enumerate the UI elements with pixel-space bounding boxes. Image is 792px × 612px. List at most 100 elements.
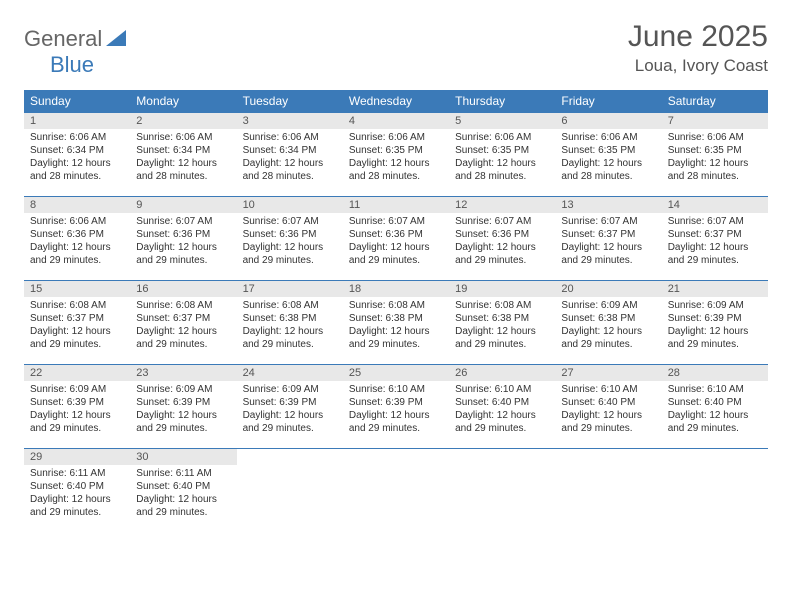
- calendar-day-cell: 8Sunrise: 6:06 AMSunset: 6:36 PMDaylight…: [24, 197, 130, 281]
- calendar-day-cell: 23Sunrise: 6:09 AMSunset: 6:39 PMDayligh…: [130, 365, 236, 449]
- day-number: 18: [343, 281, 449, 297]
- weekday-header: Monday: [130, 90, 236, 113]
- day-details: Sunrise: 6:06 AMSunset: 6:34 PMDaylight:…: [24, 129, 130, 187]
- calendar-day-cell: 7Sunrise: 6:06 AMSunset: 6:35 PMDaylight…: [662, 113, 768, 197]
- calendar-day-cell: 22Sunrise: 6:09 AMSunset: 6:39 PMDayligh…: [24, 365, 130, 449]
- day-details: Sunrise: 6:09 AMSunset: 6:38 PMDaylight:…: [555, 297, 661, 355]
- calendar-week-row: 1Sunrise: 6:06 AMSunset: 6:34 PMDaylight…: [24, 113, 768, 197]
- day-details: Sunrise: 6:07 AMSunset: 6:37 PMDaylight:…: [555, 213, 661, 271]
- weekday-header: Friday: [555, 90, 661, 113]
- day-number: 19: [449, 281, 555, 297]
- calendar-day-cell: 14Sunrise: 6:07 AMSunset: 6:37 PMDayligh…: [662, 197, 768, 281]
- day-details: Sunrise: 6:09 AMSunset: 6:39 PMDaylight:…: [24, 381, 130, 439]
- day-number: 11: [343, 197, 449, 213]
- day-number: 4: [343, 113, 449, 129]
- calendar-day-cell: 28Sunrise: 6:10 AMSunset: 6:40 PMDayligh…: [662, 365, 768, 449]
- calendar-day-cell: 3Sunrise: 6:06 AMSunset: 6:34 PMDaylight…: [237, 113, 343, 197]
- day-number: 17: [237, 281, 343, 297]
- day-details: Sunrise: 6:06 AMSunset: 6:35 PMDaylight:…: [555, 129, 661, 187]
- day-number: 22: [24, 365, 130, 381]
- calendar-week-row: 8Sunrise: 6:06 AMSunset: 6:36 PMDaylight…: [24, 197, 768, 281]
- day-number: 14: [662, 197, 768, 213]
- calendar-day-cell: 10Sunrise: 6:07 AMSunset: 6:36 PMDayligh…: [237, 197, 343, 281]
- day-number: 20: [555, 281, 661, 297]
- calendar-day-cell: 30Sunrise: 6:11 AMSunset: 6:40 PMDayligh…: [130, 449, 236, 533]
- day-details: Sunrise: 6:07 AMSunset: 6:36 PMDaylight:…: [130, 213, 236, 271]
- day-details: Sunrise: 6:06 AMSunset: 6:35 PMDaylight:…: [662, 129, 768, 187]
- calendar-empty-cell: [237, 449, 343, 533]
- day-number: 2: [130, 113, 236, 129]
- day-number: 6: [555, 113, 661, 129]
- day-number: 21: [662, 281, 768, 297]
- day-number: 28: [662, 365, 768, 381]
- calendar-day-cell: 26Sunrise: 6:10 AMSunset: 6:40 PMDayligh…: [449, 365, 555, 449]
- day-number: 13: [555, 197, 661, 213]
- logo-triangle-icon: [106, 26, 126, 52]
- day-details: Sunrise: 6:06 AMSunset: 6:35 PMDaylight:…: [449, 129, 555, 187]
- day-number: 30: [130, 449, 236, 465]
- location: Loua, Ivory Coast: [628, 56, 768, 76]
- calendar-empty-cell: [555, 449, 661, 533]
- day-number: 3: [237, 113, 343, 129]
- day-number: 1: [24, 113, 130, 129]
- logo-text-general: General: [24, 26, 102, 52]
- calendar-day-cell: 2Sunrise: 6:06 AMSunset: 6:34 PMDaylight…: [130, 113, 236, 197]
- day-details: Sunrise: 6:06 AMSunset: 6:35 PMDaylight:…: [343, 129, 449, 187]
- calendar-day-cell: 21Sunrise: 6:09 AMSunset: 6:39 PMDayligh…: [662, 281, 768, 365]
- day-number: 8: [24, 197, 130, 213]
- day-details: Sunrise: 6:07 AMSunset: 6:36 PMDaylight:…: [449, 213, 555, 271]
- weekday-header-row: SundayMondayTuesdayWednesdayThursdayFrid…: [24, 90, 768, 113]
- day-number: 10: [237, 197, 343, 213]
- day-details: Sunrise: 6:07 AMSunset: 6:36 PMDaylight:…: [343, 213, 449, 271]
- calendar-day-cell: 29Sunrise: 6:11 AMSunset: 6:40 PMDayligh…: [24, 449, 130, 533]
- day-details: Sunrise: 6:08 AMSunset: 6:38 PMDaylight:…: [343, 297, 449, 355]
- day-details: Sunrise: 6:10 AMSunset: 6:40 PMDaylight:…: [662, 381, 768, 439]
- day-details: Sunrise: 6:09 AMSunset: 6:39 PMDaylight:…: [662, 297, 768, 355]
- weekday-header: Saturday: [662, 90, 768, 113]
- logo-text-blue: Blue: [50, 52, 94, 77]
- day-number: 26: [449, 365, 555, 381]
- day-details: Sunrise: 6:07 AMSunset: 6:37 PMDaylight:…: [662, 213, 768, 271]
- calendar-week-row: 29Sunrise: 6:11 AMSunset: 6:40 PMDayligh…: [24, 449, 768, 533]
- calendar-day-cell: 17Sunrise: 6:08 AMSunset: 6:38 PMDayligh…: [237, 281, 343, 365]
- weekday-header: Wednesday: [343, 90, 449, 113]
- day-details: Sunrise: 6:06 AMSunset: 6:34 PMDaylight:…: [130, 129, 236, 187]
- day-number: 15: [24, 281, 130, 297]
- calendar-day-cell: 16Sunrise: 6:08 AMSunset: 6:37 PMDayligh…: [130, 281, 236, 365]
- day-number: 9: [130, 197, 236, 213]
- day-number: 16: [130, 281, 236, 297]
- calendar-empty-cell: [662, 449, 768, 533]
- calendar-day-cell: 5Sunrise: 6:06 AMSunset: 6:35 PMDaylight…: [449, 113, 555, 197]
- weekday-header: Tuesday: [237, 90, 343, 113]
- day-number: 7: [662, 113, 768, 129]
- calendar-week-row: 22Sunrise: 6:09 AMSunset: 6:39 PMDayligh…: [24, 365, 768, 449]
- logo: General: [24, 20, 128, 52]
- day-details: Sunrise: 6:08 AMSunset: 6:37 PMDaylight:…: [130, 297, 236, 355]
- day-number: 12: [449, 197, 555, 213]
- calendar-day-cell: 20Sunrise: 6:09 AMSunset: 6:38 PMDayligh…: [555, 281, 661, 365]
- calendar-day-cell: 6Sunrise: 6:06 AMSunset: 6:35 PMDaylight…: [555, 113, 661, 197]
- day-details: Sunrise: 6:10 AMSunset: 6:40 PMDaylight:…: [449, 381, 555, 439]
- calendar-day-cell: 12Sunrise: 6:07 AMSunset: 6:36 PMDayligh…: [449, 197, 555, 281]
- calendar-day-cell: 18Sunrise: 6:08 AMSunset: 6:38 PMDayligh…: [343, 281, 449, 365]
- day-details: Sunrise: 6:06 AMSunset: 6:36 PMDaylight:…: [24, 213, 130, 271]
- day-details: Sunrise: 6:10 AMSunset: 6:39 PMDaylight:…: [343, 381, 449, 439]
- calendar-day-cell: 15Sunrise: 6:08 AMSunset: 6:37 PMDayligh…: [24, 281, 130, 365]
- calendar-day-cell: 9Sunrise: 6:07 AMSunset: 6:36 PMDaylight…: [130, 197, 236, 281]
- weekday-header: Sunday: [24, 90, 130, 113]
- month-title: June 2025: [628, 20, 768, 54]
- calendar-day-cell: 1Sunrise: 6:06 AMSunset: 6:34 PMDaylight…: [24, 113, 130, 197]
- day-number: 25: [343, 365, 449, 381]
- day-details: Sunrise: 6:08 AMSunset: 6:37 PMDaylight:…: [24, 297, 130, 355]
- calendar-table: SundayMondayTuesdayWednesdayThursdayFrid…: [24, 90, 768, 533]
- day-details: Sunrise: 6:06 AMSunset: 6:34 PMDaylight:…: [237, 129, 343, 187]
- day-number: 23: [130, 365, 236, 381]
- calendar-day-cell: 24Sunrise: 6:09 AMSunset: 6:39 PMDayligh…: [237, 365, 343, 449]
- calendar-day-cell: 4Sunrise: 6:06 AMSunset: 6:35 PMDaylight…: [343, 113, 449, 197]
- calendar-empty-cell: [449, 449, 555, 533]
- calendar-day-cell: 13Sunrise: 6:07 AMSunset: 6:37 PMDayligh…: [555, 197, 661, 281]
- day-number: 5: [449, 113, 555, 129]
- day-details: Sunrise: 6:09 AMSunset: 6:39 PMDaylight:…: [130, 381, 236, 439]
- calendar-day-cell: 11Sunrise: 6:07 AMSunset: 6:36 PMDayligh…: [343, 197, 449, 281]
- calendar-empty-cell: [343, 449, 449, 533]
